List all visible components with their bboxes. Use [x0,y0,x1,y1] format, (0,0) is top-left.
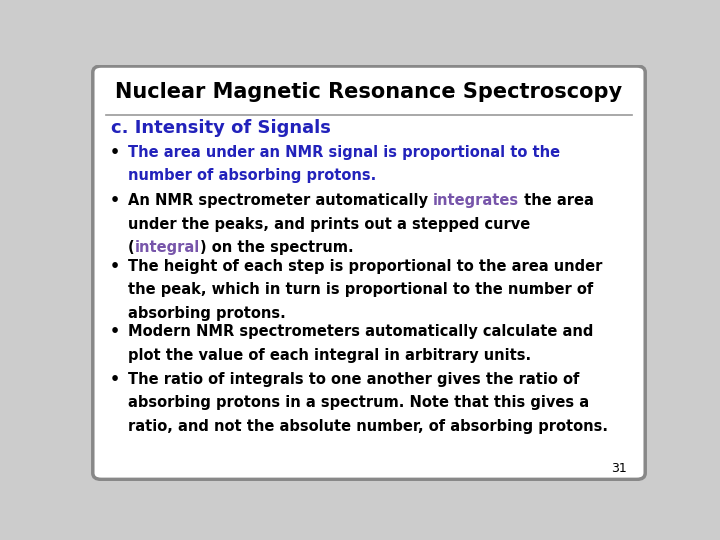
Text: •: • [110,324,120,339]
Text: under the peaks, and prints out a stepped curve: under the peaks, and prints out a steppe… [128,217,530,232]
Text: ) on the spectrum.: ) on the spectrum. [200,240,354,255]
Text: (: ( [128,240,135,255]
Text: The area under an NMR signal is proportional to the: The area under an NMR signal is proporti… [128,145,560,160]
Text: Nuclear Magnetic Resonance Spectroscopy: Nuclear Magnetic Resonance Spectroscopy [115,82,623,102]
Text: the peak, which in turn is proportional to the number of: the peak, which in turn is proportional … [128,282,593,297]
Text: 31: 31 [611,462,627,475]
FancyBboxPatch shape [93,66,645,480]
Text: The height of each step is proportional to the area under: The height of each step is proportional … [128,259,603,274]
Text: integral: integral [135,240,200,255]
Text: •: • [110,372,120,387]
Text: plot the value of each integral in arbitrary units.: plot the value of each integral in arbit… [128,348,531,363]
Text: absorbing protons.: absorbing protons. [128,306,286,321]
Text: •: • [110,145,120,160]
Text: ratio, and not the absolute number, of absorbing protons.: ratio, and not the absolute number, of a… [128,419,608,434]
Text: number of absorbing protons.: number of absorbing protons. [128,168,376,184]
Text: •: • [110,193,120,208]
Text: c. Intensity of Signals: c. Intensity of Signals [111,119,331,137]
Text: integrates: integrates [433,193,519,208]
Text: Modern NMR spectrometers automatically calculate and: Modern NMR spectrometers automatically c… [128,324,593,339]
Text: The ratio of integrals to one another gives the ratio of: The ratio of integrals to one another gi… [128,372,580,387]
Text: the area: the area [519,193,594,208]
Text: •: • [110,259,120,274]
Text: An NMR spectrometer automatically: An NMR spectrometer automatically [128,193,433,208]
Text: absorbing protons in a spectrum. Note that this gives a: absorbing protons in a spectrum. Note th… [128,395,589,410]
